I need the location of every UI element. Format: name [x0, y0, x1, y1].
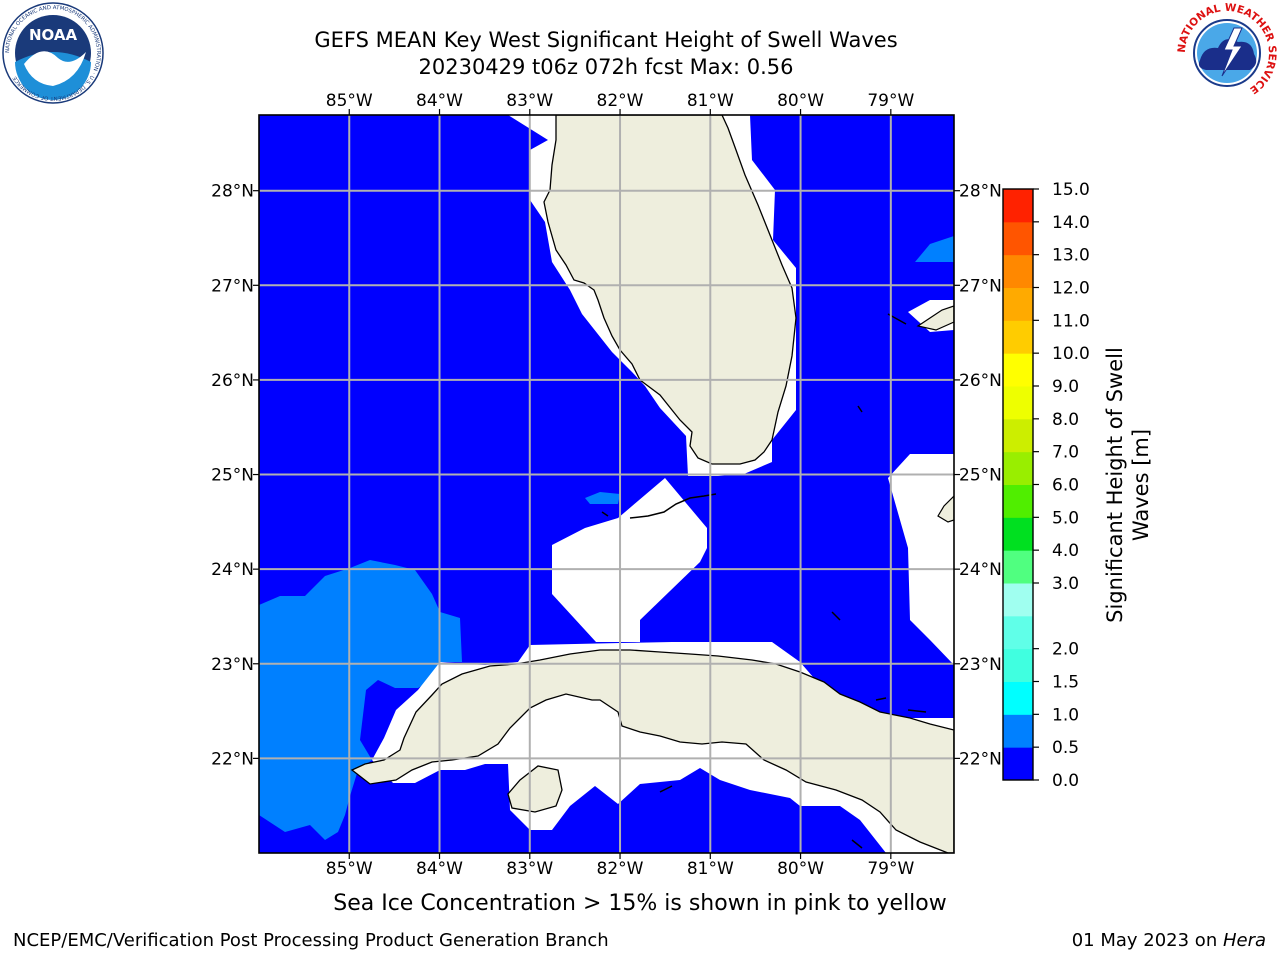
colorbar-tick-label: 0.5	[1052, 738, 1079, 758]
colorbar-label: Significant Height of Swell Waves [m]	[1102, 275, 1154, 695]
colorbar-segment	[1003, 714, 1033, 747]
lat-tick-label-left: 24°N	[211, 560, 254, 580]
colorbar-tick-label: 2.0	[1052, 640, 1079, 660]
colorbar-segment	[1003, 747, 1033, 780]
colorbar-tick-label: 11.0	[1052, 311, 1090, 331]
colorbar-tick-label: 1.0	[1052, 705, 1079, 725]
lat-tick-label-left: 27°N	[211, 276, 254, 296]
colorbar-segment	[1003, 649, 1033, 682]
lon-tick-label: 80°W	[777, 91, 824, 111]
lat-tick-label-right: 22°N	[959, 749, 1002, 769]
lon-tick-label: 79°W	[867, 91, 914, 111]
lon-tick-label: 82°W	[597, 91, 644, 111]
colorbar-segment	[1003, 189, 1033, 222]
lat-tick-label-left: 25°N	[211, 466, 254, 486]
colorbar-tick-label: 10.0	[1052, 344, 1090, 364]
colorbar-segment	[1003, 353, 1033, 386]
colorbar-segment	[1003, 682, 1033, 715]
colorbar-tick-label: 6.0	[1052, 476, 1079, 496]
colorbar-segment	[1003, 386, 1033, 419]
colorbar-label-line2: Waves [m]	[1128, 275, 1154, 695]
lon-tick-label: 84°W	[416, 859, 463, 879]
colorbar-segment	[1003, 583, 1033, 616]
colorbar-tick-label: 9.0	[1052, 377, 1079, 397]
colorbar-tick-label: 1.5	[1052, 673, 1079, 693]
colorbar-segment	[1003, 320, 1033, 353]
colorbar-segment	[1003, 616, 1033, 649]
lon-tick-label: 79°W	[867, 859, 914, 879]
colorbar-tick-label: 8.0	[1052, 410, 1079, 430]
colorbar-segment	[1003, 419, 1033, 452]
lat-tick-label-right: 24°N	[959, 560, 1002, 580]
colorbar-tick-label: 0.0	[1052, 771, 1079, 791]
lat-tick-label-right: 23°N	[959, 655, 1002, 675]
footer-date-text: 01 May 2023 on	[1072, 930, 1223, 951]
colorbar-segment	[1003, 517, 1033, 550]
lat-tick-label-left: 26°N	[211, 371, 254, 391]
colorbar-segment	[1003, 288, 1033, 321]
colorbar-tick-label: 4.0	[1052, 541, 1079, 561]
colorbar-tick-label: 7.0	[1052, 443, 1079, 463]
lat-tick-label-left: 28°N	[211, 182, 254, 202]
lon-tick-label: 83°W	[506, 91, 553, 111]
lat-tick-label-right: 26°N	[959, 371, 1002, 391]
lat-tick-label-right: 28°N	[959, 182, 1002, 202]
lat-tick-label-left: 23°N	[211, 655, 254, 675]
lat-tick-label-right: 25°N	[959, 466, 1002, 486]
colorbar-segment	[1003, 222, 1033, 255]
lon-tick-label: 82°W	[597, 859, 644, 879]
colorbar-segment	[1003, 485, 1033, 518]
lon-tick-label: 85°W	[326, 859, 373, 879]
lon-tick-label: 81°W	[687, 91, 734, 111]
footer-credit: NCEP/EMC/Verification Post Processing Pr…	[13, 930, 609, 951]
footer-date: 01 May 2023 on Hera	[1072, 930, 1266, 951]
colorbar-segment	[1003, 550, 1033, 583]
colorbar-tick-label: 13.0	[1052, 246, 1090, 266]
colorbar: 0.0 0.5 1.0 1.5 2.0 3.0 4.0 5.0 6.0 7.0 8.0 9.0 10.0…	[1003, 180, 1090, 791]
colorbar-segment	[1003, 255, 1033, 288]
lon-tick-label: 84°W	[416, 91, 463, 111]
lon-tick-label: 80°W	[777, 859, 824, 879]
lat-tick-label-left: 22°N	[211, 749, 254, 769]
lat-tick-label-right: 27°N	[959, 276, 1002, 296]
lon-tick-label: 85°W	[326, 91, 373, 111]
footer-host: Hera	[1223, 930, 1266, 951]
lon-tick-label: 81°W	[687, 859, 734, 879]
colorbar-label-line1: Significant Height of Swell	[1102, 275, 1128, 695]
colorbar-tick-label: 15.0	[1052, 180, 1090, 200]
sea-ice-note: Sea Ice Concentration > 15% is shown in …	[0, 891, 1280, 916]
colorbar-tick-label: 5.0	[1052, 508, 1079, 528]
colorbar-tick-label: 14.0	[1052, 213, 1090, 233]
colorbar-tick-label: 12.0	[1052, 279, 1090, 299]
colorbar-segment	[1003, 452, 1033, 485]
lon-tick-label: 83°W	[506, 859, 553, 879]
colorbar-tick-label: 3.0	[1052, 574, 1079, 594]
